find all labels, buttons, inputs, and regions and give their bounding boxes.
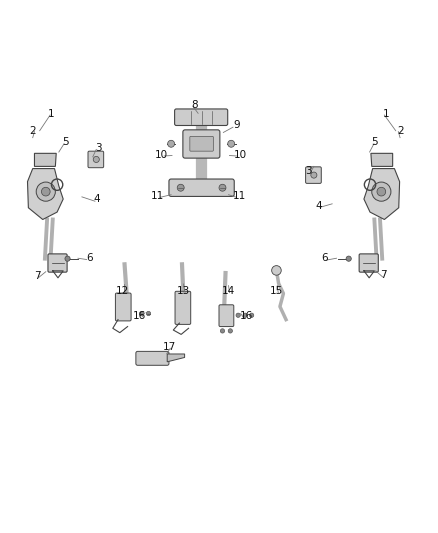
Text: 16: 16 <box>239 311 253 321</box>
Circle shape <box>65 256 70 261</box>
Text: 1: 1 <box>382 109 389 119</box>
Circle shape <box>146 311 151 316</box>
Text: 10: 10 <box>233 150 247 160</box>
Circle shape <box>377 187 386 196</box>
FancyBboxPatch shape <box>190 136 213 151</box>
Circle shape <box>228 329 233 333</box>
Circle shape <box>139 311 144 316</box>
Text: 10: 10 <box>155 150 168 160</box>
Text: 15: 15 <box>270 286 283 296</box>
Text: 7: 7 <box>380 270 387 280</box>
Circle shape <box>372 182 391 201</box>
Circle shape <box>219 184 226 191</box>
Text: 14: 14 <box>222 286 235 296</box>
Text: 13: 13 <box>177 286 190 296</box>
Circle shape <box>220 329 225 333</box>
Circle shape <box>272 265 281 275</box>
Circle shape <box>243 313 247 318</box>
Text: 6: 6 <box>86 253 92 263</box>
Text: 12: 12 <box>116 286 129 296</box>
FancyBboxPatch shape <box>219 305 234 327</box>
Text: 3: 3 <box>305 166 312 176</box>
FancyBboxPatch shape <box>359 254 378 272</box>
Text: 17: 17 <box>162 342 176 352</box>
Text: 1: 1 <box>48 109 55 119</box>
Circle shape <box>236 313 240 318</box>
Text: 2: 2 <box>29 126 36 136</box>
Text: 6: 6 <box>321 253 328 263</box>
Text: 8: 8 <box>191 100 198 110</box>
Polygon shape <box>167 354 185 362</box>
Circle shape <box>228 140 235 147</box>
Text: 7: 7 <box>34 271 40 281</box>
FancyBboxPatch shape <box>175 109 228 125</box>
FancyBboxPatch shape <box>306 167 321 183</box>
Circle shape <box>42 187 50 196</box>
Polygon shape <box>35 154 56 166</box>
Text: 11: 11 <box>233 191 247 201</box>
FancyBboxPatch shape <box>183 130 220 158</box>
FancyBboxPatch shape <box>175 292 191 325</box>
Text: 11: 11 <box>151 191 164 201</box>
Circle shape <box>93 156 99 163</box>
FancyBboxPatch shape <box>88 151 104 168</box>
FancyBboxPatch shape <box>116 293 131 321</box>
FancyBboxPatch shape <box>136 351 169 365</box>
Text: 4: 4 <box>316 200 322 211</box>
Text: 5: 5 <box>371 138 378 148</box>
FancyBboxPatch shape <box>169 179 234 197</box>
Text: 5: 5 <box>63 138 69 148</box>
Circle shape <box>177 184 184 191</box>
Circle shape <box>250 313 254 318</box>
Circle shape <box>36 182 55 201</box>
Polygon shape <box>371 154 392 166</box>
Text: 9: 9 <box>233 120 240 131</box>
Text: 4: 4 <box>94 195 100 205</box>
Text: 2: 2 <box>398 126 404 136</box>
Polygon shape <box>28 168 63 220</box>
Circle shape <box>311 172 317 178</box>
Text: 16: 16 <box>133 311 146 321</box>
Polygon shape <box>364 168 399 220</box>
Text: 3: 3 <box>95 143 101 152</box>
Circle shape <box>346 256 351 261</box>
FancyBboxPatch shape <box>48 254 67 272</box>
Circle shape <box>168 140 175 147</box>
